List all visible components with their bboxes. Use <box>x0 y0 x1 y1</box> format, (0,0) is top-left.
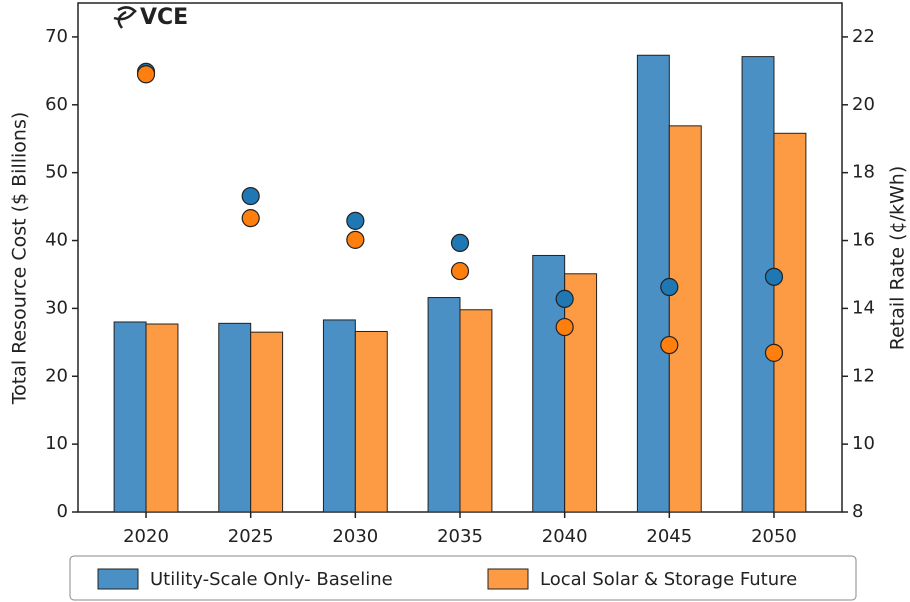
logo-icon <box>113 6 137 29</box>
bar <box>218 322 252 513</box>
legend-box <box>69 555 857 601</box>
rate-marker <box>346 211 365 230</box>
rate-marker <box>660 335 679 355</box>
bar <box>564 273 598 513</box>
bar <box>741 56 775 513</box>
legend-label: Local Solar & Storage Future <box>540 569 797 590</box>
y2-axis-label: Retail Rate (¢/kWh) <box>887 166 909 350</box>
rate-marker <box>450 233 470 253</box>
y2-tick-label: 14 <box>852 297 875 318</box>
rate-marker <box>346 230 365 249</box>
y2-tick-label: 12 <box>852 365 875 386</box>
x-tick-label: 2030 <box>332 526 378 547</box>
legend-swatch <box>97 568 139 590</box>
rate-marker <box>660 277 679 297</box>
bar <box>668 125 702 513</box>
rate-marker <box>136 65 156 84</box>
y2-tick-label: 22 <box>852 26 875 47</box>
y-tick-label: 70 <box>45 26 68 47</box>
y-tick-label: 30 <box>45 297 68 318</box>
bar <box>773 132 807 513</box>
x-tick-label: 2020 <box>123 526 169 547</box>
rate-marker <box>450 261 470 281</box>
y-tick-label: 40 <box>45 230 68 251</box>
y-tick-label: 50 <box>45 162 68 183</box>
bar <box>354 330 388 513</box>
y2-tick-label: 8 <box>852 501 863 522</box>
rate-marker <box>764 343 784 362</box>
rate-marker <box>555 289 574 308</box>
y-tick-label: 20 <box>45 365 68 386</box>
bar <box>427 297 461 513</box>
x-tick-label: 2035 <box>437 526 483 547</box>
bar <box>459 309 493 513</box>
bar <box>145 323 179 513</box>
y2-tick-label: 20 <box>852 94 875 115</box>
rate-marker <box>241 186 260 206</box>
y2-tick-label: 10 <box>852 433 875 454</box>
legend-label: Utility-Scale Only- Baseline <box>150 569 393 590</box>
x-tick-label: 2025 <box>228 526 274 547</box>
bar <box>113 321 147 513</box>
x-tick-label: 2045 <box>646 526 692 547</box>
legend-swatch <box>487 568 529 590</box>
rate-marker <box>555 317 574 337</box>
logo: VCE <box>140 5 188 30</box>
rate-marker <box>241 209 260 228</box>
y2-tick-label: 18 <box>852 162 875 183</box>
y-tick-label: 60 <box>45 94 68 115</box>
bar <box>322 319 356 513</box>
x-tick-label: 2050 <box>751 526 797 547</box>
x-tick-label: 2040 <box>542 526 588 547</box>
y-tick-label: 0 <box>57 501 68 522</box>
y-tick-label: 10 <box>45 433 68 454</box>
bar <box>636 54 670 513</box>
y-axis-label: Total Resource Cost ($ Billions) <box>9 112 31 406</box>
y2-tick-label: 16 <box>852 230 875 251</box>
bar <box>250 331 284 513</box>
rate-marker <box>764 267 784 286</box>
